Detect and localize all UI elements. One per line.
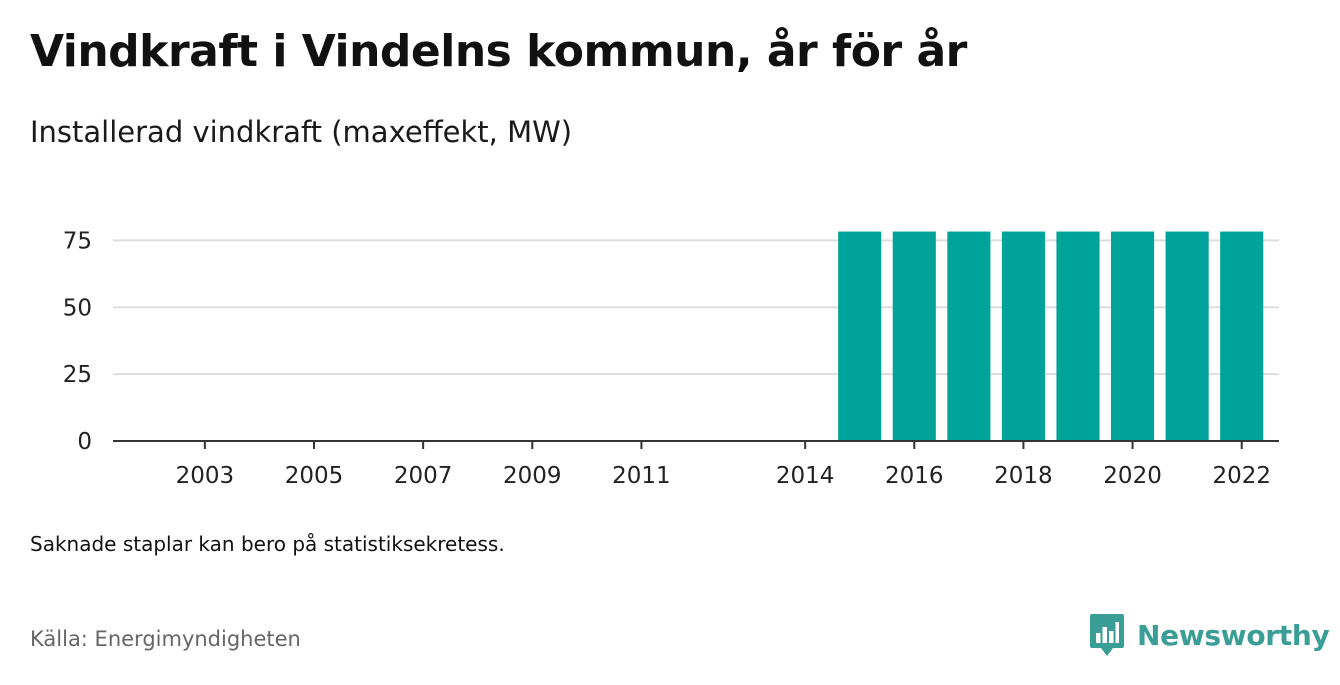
brand-name: Newsworthy bbox=[1137, 618, 1330, 652]
y-tick-label: 0 bbox=[77, 429, 92, 455]
newsworthy-logo-icon bbox=[1090, 614, 1124, 656]
bar-2015 bbox=[838, 231, 882, 441]
x-tick-label: 2022 bbox=[1212, 463, 1271, 489]
x-tick-label: 2009 bbox=[503, 463, 562, 489]
footnote: Saknade staplar kan bero på statistiksek… bbox=[30, 532, 505, 556]
x-tick-label: 2014 bbox=[776, 463, 835, 489]
x-tick-label: 2005 bbox=[285, 463, 344, 489]
bars bbox=[838, 231, 1264, 441]
bar-2022 bbox=[1220, 231, 1264, 441]
y-tick-label: 50 bbox=[63, 295, 92, 321]
chart-subtitle: Installerad vindkraft (maxeffekt, MW) bbox=[30, 115, 573, 149]
x-tick-label: 2007 bbox=[394, 463, 453, 489]
x-tick-label: 2016 bbox=[885, 463, 944, 489]
x-tick-label: 2003 bbox=[176, 463, 235, 489]
grid-lines bbox=[113, 239, 1279, 376]
chart-title: Vindkraft i Vindelns kommun, år för år bbox=[30, 26, 967, 77]
bar-2019 bbox=[1056, 231, 1100, 441]
bar-2021 bbox=[1165, 231, 1209, 441]
x-tick-label: 2020 bbox=[1103, 463, 1162, 489]
x-tick-label: 2018 bbox=[994, 463, 1053, 489]
y-tick-label: 25 bbox=[63, 362, 92, 388]
source-text: Källa: Energimyndigheten bbox=[30, 627, 301, 651]
x-tick-label: 2011 bbox=[612, 463, 671, 489]
bar-2018 bbox=[1001, 231, 1045, 441]
x-axis-ticks: 2003 2005 2007 2009 2011 2014 2016 2018 2020 2022 bbox=[176, 441, 1271, 489]
bar-2016 bbox=[892, 231, 936, 441]
bar-2020 bbox=[1111, 231, 1155, 441]
brand-logo: Newsworthy bbox=[1089, 613, 1330, 657]
y-axis-ticks: 0 25 50 75 bbox=[63, 228, 92, 455]
y-tick-label: 75 bbox=[63, 228, 92, 254]
bar-chart: 0 25 50 75 2003 2005 2007 2009 2011 2014 2016 2018… bbox=[63, 228, 1279, 489]
bar-2017 bbox=[947, 231, 991, 441]
